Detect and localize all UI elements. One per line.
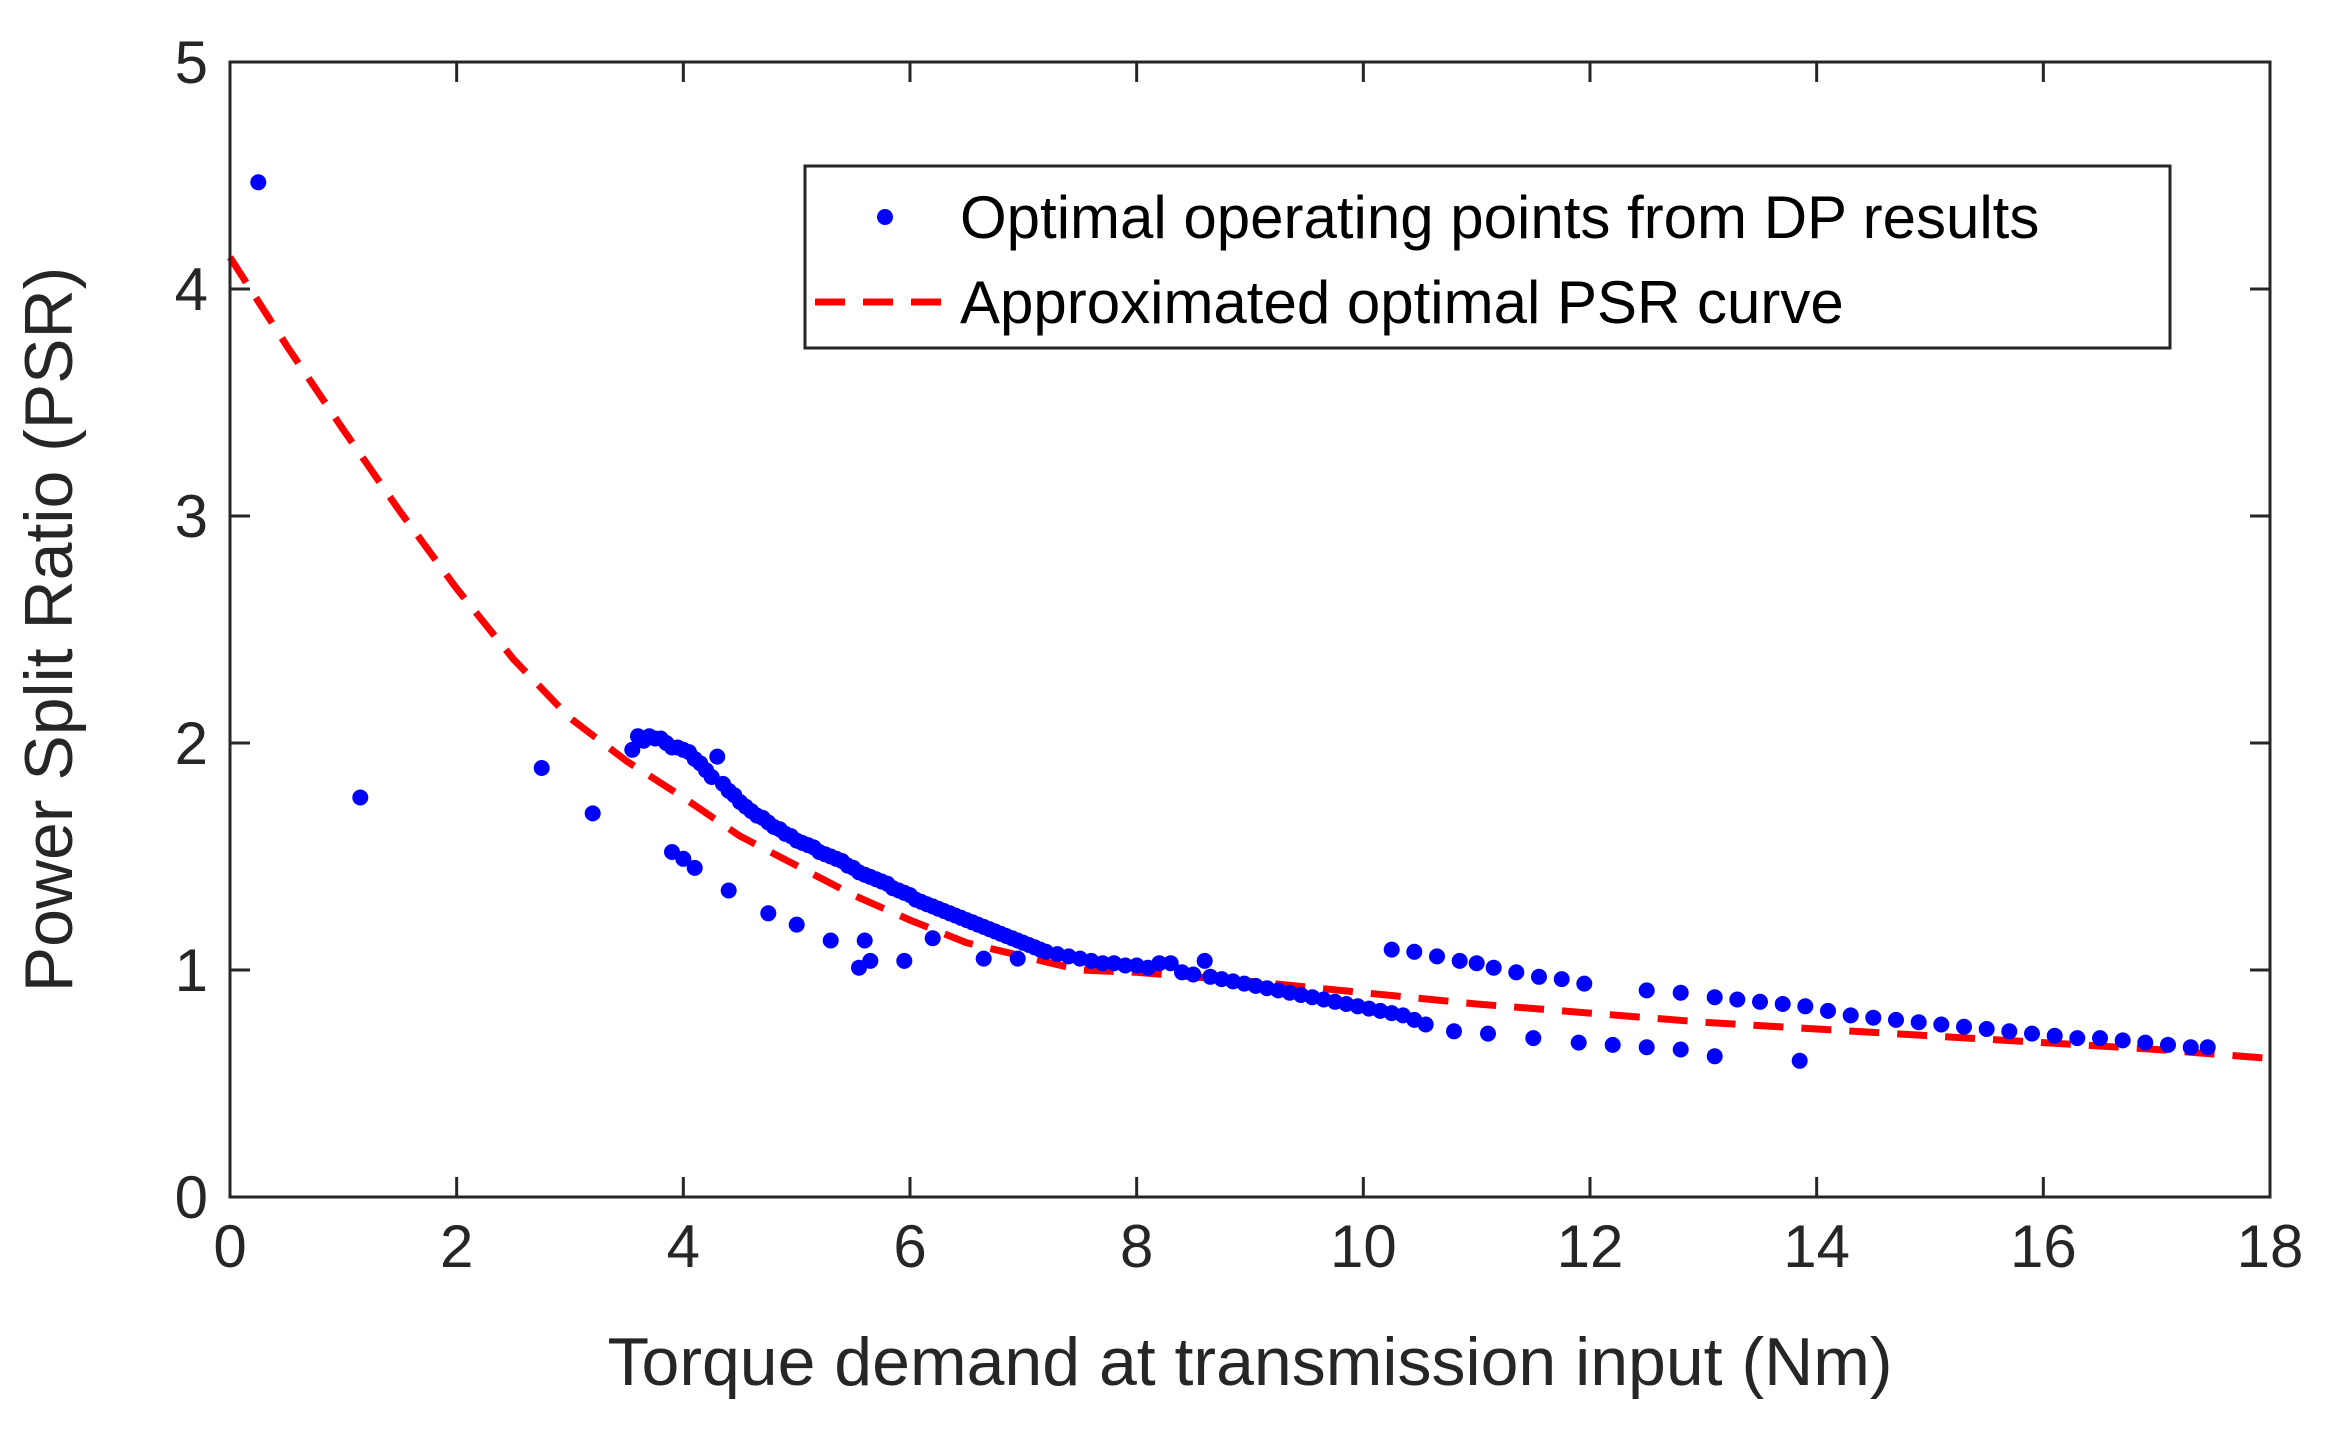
data-point [1485, 959, 1502, 976]
y-tick-label: 3 [175, 483, 208, 550]
x-tick-label: 18 [2237, 1213, 2304, 1280]
data-point [686, 859, 703, 876]
data-point [1570, 1034, 1587, 1051]
data-point [1604, 1036, 1621, 1053]
data-point [1468, 955, 1485, 972]
data-point [1406, 943, 1423, 960]
data-point [924, 930, 941, 947]
data-point [1706, 1048, 1723, 1065]
data-point [1531, 968, 1547, 985]
data-point [1774, 996, 1791, 1012]
data-point [250, 174, 267, 191]
legend-box [803, 164, 2172, 350]
data-point [1009, 950, 1026, 967]
data-point [352, 789, 369, 806]
data-point [720, 882, 737, 899]
data-point [2199, 1039, 2216, 1056]
data-point [709, 748, 726, 765]
data-point [1729, 991, 1746, 1008]
data-point [584, 805, 601, 822]
data-point [896, 952, 913, 969]
data-point [1706, 989, 1723, 1006]
data-point [760, 905, 777, 922]
x-tick-label: 8 [1120, 1213, 1153, 1280]
data-point [2069, 1030, 2086, 1047]
x-tick-label: 6 [893, 1213, 926, 1280]
data-point [1196, 952, 1213, 969]
data-point [624, 741, 641, 758]
data-point [1383, 941, 1400, 958]
data-point [1480, 1025, 1496, 1042]
data-point [1888, 1011, 1904, 1028]
data-point [1417, 1016, 1434, 1033]
data-point [1576, 975, 1593, 992]
data-point [1638, 1039, 1655, 1056]
data-point [675, 850, 692, 867]
x-tick-label: 10 [1330, 1213, 1397, 1280]
data-point [2001, 1023, 2018, 1040]
y-tick-label: 2 [175, 710, 208, 777]
data-point [2114, 1032, 2131, 1049]
data-point [2160, 1036, 2176, 1053]
data-point [1638, 982, 1655, 999]
data-point [1162, 955, 1179, 972]
data-point [1797, 998, 1814, 1015]
x-tick-label: 0 [213, 1213, 246, 1280]
data-point [533, 760, 550, 776]
data-point [1185, 966, 1202, 983]
data-point [856, 932, 873, 949]
x-tick-label: 12 [1557, 1213, 1624, 1280]
data-point [2137, 1034, 2154, 1051]
data-point [1791, 1052, 1808, 1069]
data-point [975, 950, 992, 967]
approximated-psr-curve [227, 255, 2271, 1062]
data-point [1910, 1014, 1927, 1031]
data-point [1151, 955, 1168, 972]
x-tick-label: 4 [667, 1213, 700, 1280]
data-point [1865, 1009, 1882, 1026]
data-point [1956, 1018, 1972, 1035]
data-point [1553, 971, 1570, 988]
x-axis-label: Torque demand at transmission input (Nm) [608, 1324, 1893, 1400]
x-tick-label: 2 [440, 1213, 473, 1280]
data-point [1933, 1016, 1950, 1033]
y-tick-label: 4 [175, 256, 208, 323]
data-point [1525, 1030, 1542, 1047]
x-tick-label: 16 [2010, 1213, 2077, 1280]
data-point [2024, 1025, 2040, 1042]
data-point [1508, 964, 1525, 981]
legend-label-points: Optimal operating points from DP results [960, 184, 2039, 251]
legend: Optimal operating points from DP results… [803, 164, 2172, 350]
legend-label-curve: Approximated optimal PSR curve [960, 269, 1844, 336]
data-point [1672, 984, 1689, 1001]
y-tick-label: 0 [175, 1164, 208, 1231]
data-point [2092, 1030, 2108, 1047]
data-point [1672, 1041, 1689, 1058]
data-point [862, 952, 879, 969]
data-point [1820, 1002, 1836, 1019]
data-point [1446, 1023, 1462, 1040]
y-tick-label: 5 [175, 29, 208, 96]
data-point [1429, 948, 1445, 965]
legend-marker-dots [877, 209, 893, 225]
data-point [1094, 955, 1111, 972]
axes-box [228, 60, 2272, 1199]
x-tick-label: 14 [1783, 1213, 1850, 1280]
data-point [2182, 1039, 2199, 1056]
data-point [822, 932, 839, 949]
y-axis-label: Power Split Ratio (PSR) [11, 267, 87, 993]
data-point [1117, 957, 1134, 974]
data-point [1451, 952, 1468, 969]
y-tick-label: 1 [175, 937, 208, 1004]
plot-area [227, 174, 2271, 1069]
data-point [1752, 993, 1768, 1010]
data-point [1978, 1021, 1995, 1037]
data-point [788, 916, 805, 933]
data-point [1842, 1007, 1859, 1024]
data-point [2046, 1027, 2063, 1044]
